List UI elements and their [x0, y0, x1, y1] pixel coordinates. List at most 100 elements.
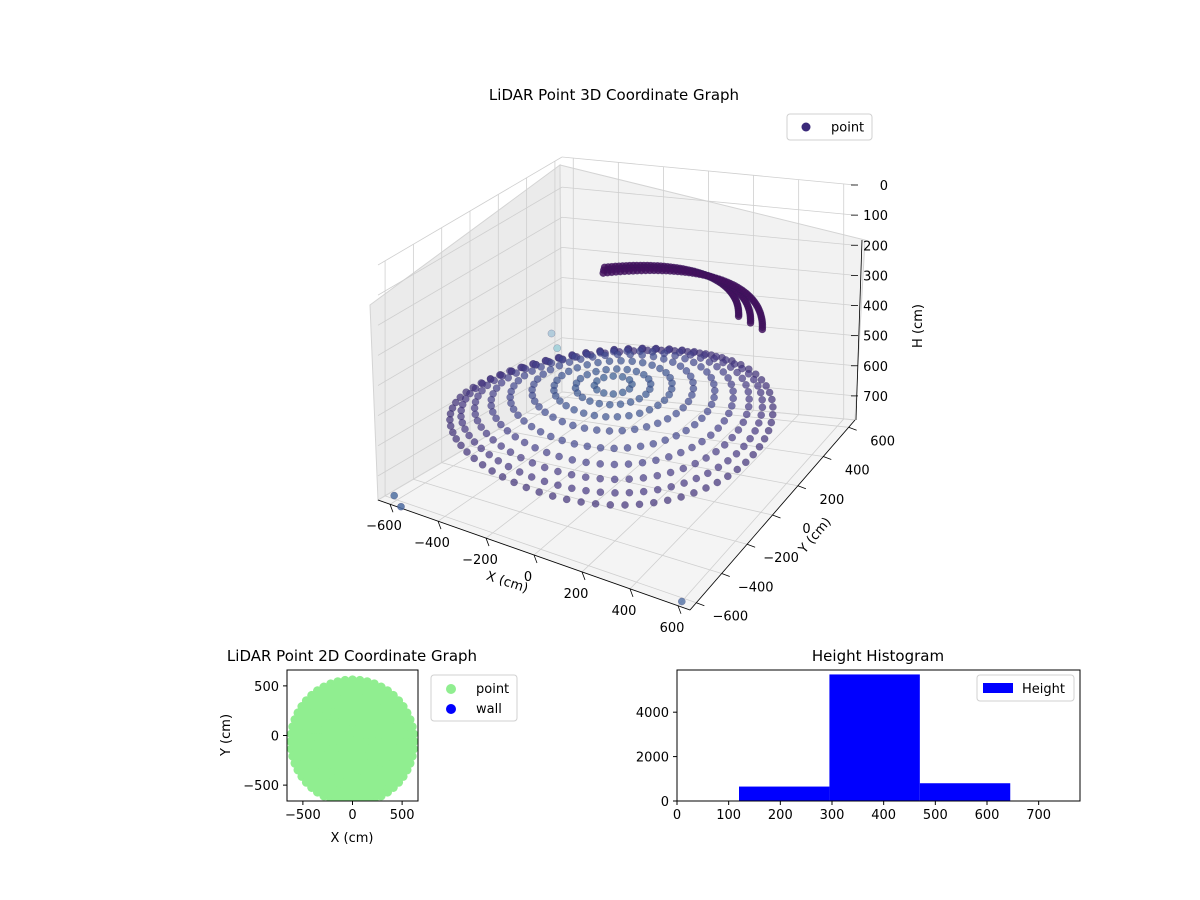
scatter-point-3d — [698, 414, 706, 423]
scatter-point-3d — [706, 431, 715, 440]
y-tick-label-3d: 0 — [802, 522, 810, 537]
y-tick-3d — [746, 543, 756, 548]
scatter-point-3d — [568, 456, 577, 464]
scatter-point-3d — [558, 436, 567, 445]
scatter-point-3d — [624, 460, 633, 468]
scatter-point-3d — [654, 401, 662, 410]
scatter-point-3d — [742, 381, 750, 389]
legend-2d-label-point: point — [476, 682, 509, 697]
scatter-point-3d — [702, 484, 710, 492]
scatter-point-3d — [741, 458, 750, 467]
scatter-point-3d — [446, 422, 455, 430]
scatter-point-3d — [497, 420, 505, 429]
scatter-point-3d — [558, 417, 567, 426]
scatter-point-3d — [710, 393, 718, 402]
scatter-point-3d — [485, 450, 494, 459]
scatter-point-3d — [756, 388, 765, 397]
scatter-point-3d — [470, 438, 479, 446]
histogram-bar — [829, 674, 920, 801]
scatter-point-3d — [662, 368, 670, 377]
scatter-point-3d — [623, 365, 632, 374]
scatter-point-3d — [546, 432, 555, 441]
scatter-point-3d — [755, 442, 764, 451]
legend-histogram-label: Height — [1022, 682, 1065, 697]
scatter-point-3d — [558, 355, 567, 364]
scatter-point-3d — [548, 492, 557, 500]
scatter-point-3d — [639, 370, 648, 379]
scatter-point-3d — [599, 389, 608, 397]
scatter-point-3d — [613, 350, 622, 359]
y-tick-label-3d: 400 — [845, 464, 870, 479]
scatter-point-3d — [760, 434, 769, 443]
scatter-point-3d — [677, 597, 686, 606]
y-tick-label-2d: 500 — [254, 680, 279, 695]
scatter-point-3d — [653, 419, 662, 428]
x-tick-label-histogram: 300 — [820, 808, 845, 823]
scatter-point-3d — [696, 354, 705, 362]
scatter-point-3d — [504, 462, 513, 471]
scatter-point-3d — [744, 387, 753, 396]
scatter-point-3d — [668, 358, 677, 367]
scatter-point-3d — [497, 378, 506, 387]
y-tick-label-histogram: 2000 — [636, 751, 669, 766]
scatter-point-3d — [659, 355, 668, 363]
y-tick-3d — [721, 573, 730, 577]
scatter-point-3d — [592, 426, 601, 434]
scatter-point-3d — [477, 423, 486, 431]
scatter-point-3d — [452, 435, 461, 443]
chart-2d-title: LiDAR Point 2D Coordinate Graph — [227, 647, 477, 665]
scatter-point-3d — [729, 387, 737, 396]
scatter-point-3d — [601, 412, 610, 421]
scatter-point-3d — [610, 460, 619, 469]
grid-line — [561, 216, 856, 246]
scatter-point-3d — [610, 475, 619, 484]
scatter-point-3d — [710, 386, 719, 395]
scatter-point-3d — [609, 372, 618, 380]
scatter-point-3d — [478, 460, 487, 469]
scatter-point-3d — [492, 384, 501, 393]
scatter-point-3d — [757, 411, 766, 419]
scatter-point-3d — [397, 502, 405, 511]
scatter-point-3d — [528, 459, 537, 467]
scatter-point-3d — [628, 357, 637, 366]
scatter-point-3d — [555, 361, 564, 370]
scatter-point-3d — [653, 485, 662, 494]
scatter-point-3d — [767, 418, 776, 427]
z-tick-label-3d: 500 — [863, 330, 888, 345]
scatter-point-3d — [546, 365, 555, 374]
scatter-point-3d — [733, 368, 741, 377]
scatter-point-3d — [713, 478, 722, 487]
scatter-point-3d — [511, 432, 520, 441]
scatter-point-3d — [578, 393, 587, 402]
z-tick-label-3d: 400 — [863, 300, 888, 315]
scatter-point-3d — [765, 388, 774, 397]
grid-line — [377, 247, 563, 356]
scatter-point-3d — [757, 375, 766, 384]
scatter-point-3d — [638, 358, 647, 367]
scatter-point-3d — [537, 363, 545, 371]
scatter-point-3d — [623, 444, 632, 452]
y-axis-label-3d: Y (cm) — [795, 515, 834, 558]
scatter-point-3d — [531, 443, 539, 452]
chart-3d-title: LiDAR Point 3D Coordinate Graph — [489, 86, 739, 104]
scatter-point-3d — [707, 373, 716, 382]
scatter-point-3d — [498, 473, 507, 481]
scatter-point-3d — [681, 354, 689, 363]
scatter-point-3d — [635, 409, 644, 418]
scatter-point-3d — [618, 373, 627, 381]
scatter-point-3d — [457, 441, 465, 450]
scatter-point-3d — [632, 367, 641, 376]
legend-3d: point — [786, 113, 873, 141]
scatter-point-3d — [688, 391, 696, 399]
scatter-point-3d — [609, 390, 618, 398]
scatter-point-3d — [596, 460, 605, 468]
point-cloud-3d — [390, 261, 777, 606]
x-tick-label-histogram: 700 — [1026, 808, 1051, 823]
scatter-point-3d — [666, 468, 675, 477]
scatter-point-3d — [618, 426, 627, 435]
histogram-bar — [919, 783, 1011, 801]
legend-histogram: Height — [976, 674, 1075, 702]
scatter-point-3d — [645, 405, 654, 414]
scatter-point-3d — [762, 382, 770, 390]
scatter-point-3d — [593, 385, 601, 394]
